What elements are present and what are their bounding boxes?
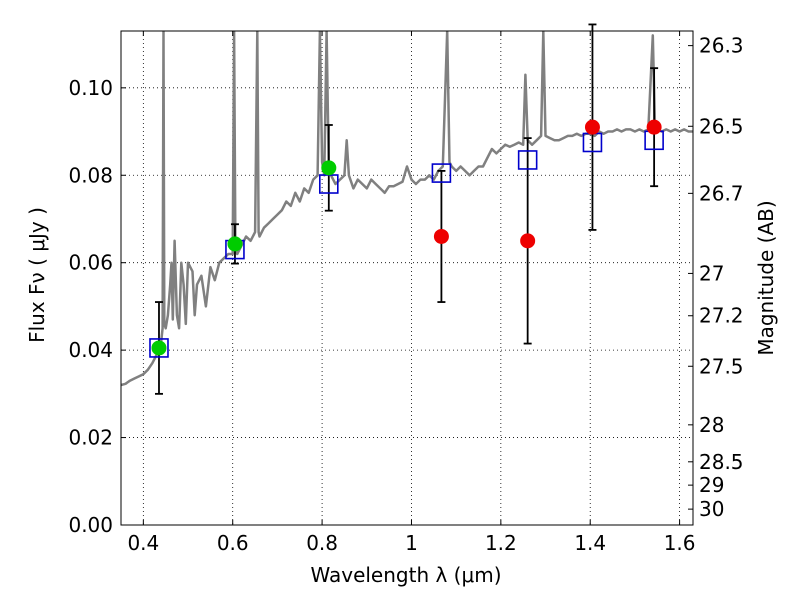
x-tick-label: 1.6 (664, 531, 696, 555)
y-tick-label: 0.02 (68, 426, 113, 450)
y-tick-label: 0.04 (68, 338, 113, 362)
right-axis-label: Magnitude (AB) (754, 200, 778, 355)
y-tick-label: 0.08 (68, 163, 113, 187)
plot-frame (120, 30, 694, 526)
mag-tick-label: 26.3 (699, 34, 744, 58)
x-tick-label: 0.6 (217, 531, 249, 555)
upper-limits-point (646, 119, 662, 135)
mag-tick-label: 30 (699, 497, 724, 521)
mag-tick-label: 27.5 (699, 354, 744, 378)
upper-limits-point (520, 233, 536, 249)
model-box (149, 338, 169, 358)
detections-point (321, 160, 337, 176)
x-tick-label: 1.4 (574, 531, 606, 555)
upper-limits-point (584, 119, 600, 135)
mag-tick-label: 26.7 (699, 181, 744, 205)
y-tick-label: 0.10 (68, 76, 113, 100)
x-tick-label: 0.8 (306, 531, 338, 555)
x-tick-label: 1 (405, 531, 418, 555)
spectrum-line (121, 31, 693, 387)
detections-point (227, 236, 243, 252)
model-box (431, 163, 452, 183)
x-tick-label: 1.2 (485, 531, 517, 555)
detections-point (151, 340, 167, 356)
mag-tick-label: 28 (699, 413, 724, 437)
spectrum (121, 31, 693, 387)
axis-ticks: 0.4 0.6 0.8 1 1.2 1.4 1.6 0.00 0.02 0.04 0.06 0.08 0… (68, 31, 744, 555)
x-axis-label: Wavelength λ (μm) (310, 563, 501, 587)
y-axis-label: Flux Fν ( μJy ) (25, 207, 49, 343)
upper-limits-point (433, 228, 449, 244)
x-tick-label: 0.4 (127, 531, 159, 555)
mag-tick-label: 27 (699, 261, 724, 285)
y-tick-label: 0.06 (68, 251, 113, 275)
mag-tick-label: 26.5 (699, 114, 744, 138)
y-tick-label: 0.00 (68, 513, 113, 537)
mag-tick-label: 27.2 (699, 304, 744, 328)
model-box (517, 150, 538, 170)
mag-tick-label: 28.5 (699, 450, 744, 474)
error-bars (154, 23, 659, 395)
model-boxes (149, 130, 664, 358)
photometry-points (151, 119, 662, 356)
grid-lines (121, 31, 693, 525)
mag-tick-label: 29 (699, 473, 724, 497)
